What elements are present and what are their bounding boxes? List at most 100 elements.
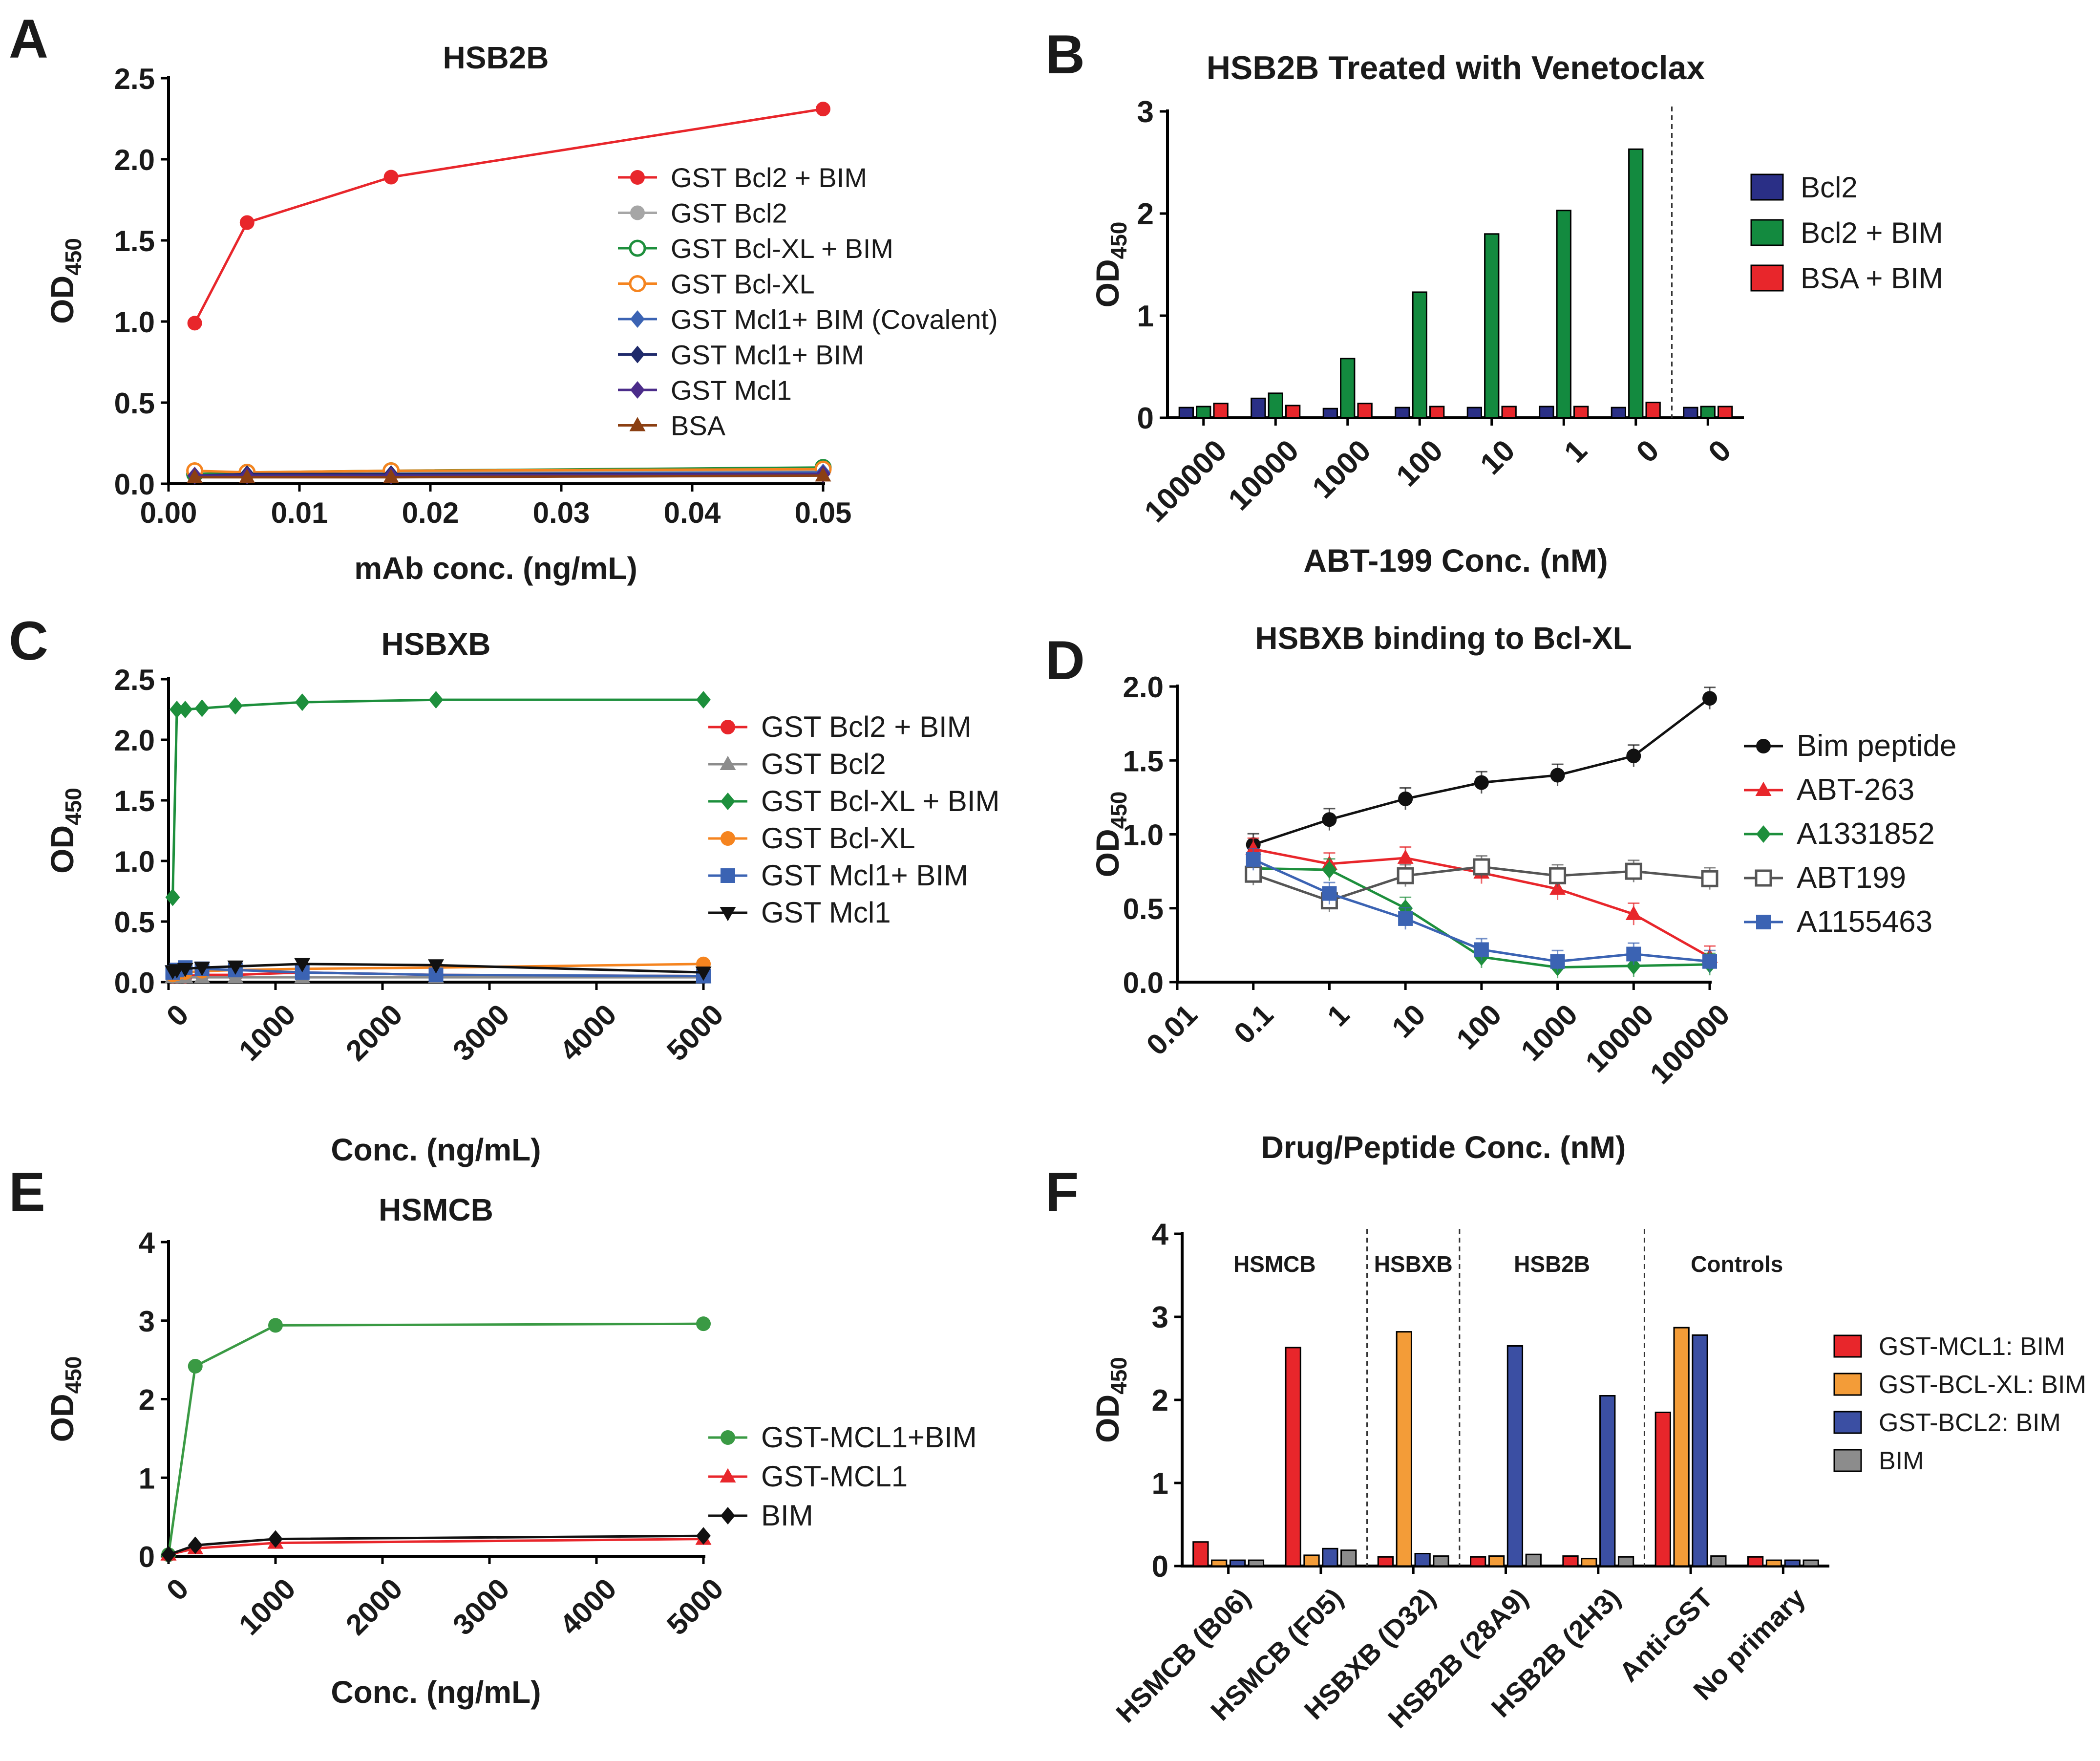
- y-axis-label-sub: 450: [1106, 792, 1131, 829]
- y-axis-label-sub: 450: [61, 238, 86, 276]
- y-axis-label-main: OD: [44, 825, 80, 874]
- chart-title: HSBXB: [381, 626, 490, 662]
- series-line: [194, 474, 824, 479]
- bar: [1765, 1559, 1782, 1567]
- data-point: [1322, 861, 1337, 879]
- data-point: [1701, 870, 1718, 887]
- y-tick-label: 0: [1137, 402, 1154, 435]
- x-tick-label: 0.00: [140, 496, 197, 529]
- y-tick-label: 2.0: [114, 724, 155, 757]
- x-tick-label: 0.02: [402, 496, 459, 529]
- panel-letter-a: A: [9, 8, 48, 69]
- data-point: [428, 959, 444, 974]
- y-axis-label: OD450: [1089, 792, 1131, 878]
- y-axis-label-main: OD: [1089, 829, 1125, 877]
- x-tick-label: 0: [1702, 433, 1738, 469]
- x-tick-label: 10: [1385, 998, 1432, 1044]
- data-point: [188, 1536, 203, 1554]
- data-point: [1626, 946, 1641, 962]
- bar: [1285, 405, 1301, 419]
- data-point: [1549, 880, 1566, 895]
- y-tick-label: 2: [1137, 197, 1154, 231]
- legend-marker: [1755, 781, 1772, 796]
- data-point: [428, 691, 444, 709]
- x-tick-label: 0.03: [533, 496, 590, 529]
- panel-a-chart: HSB2B 0.0 0.5 1.0 1.5 2.0 2.5 0.00 0.01 0.02 0.03 0…: [44, 40, 998, 586]
- x-tick-label: 100000: [1138, 433, 1233, 529]
- bar: [1573, 406, 1589, 419]
- data-point: [1397, 867, 1414, 884]
- group-label: HSB2B: [1514, 1251, 1590, 1277]
- bar: [1178, 407, 1194, 419]
- data-point: [1549, 867, 1567, 884]
- y-axis-label: OD450: [44, 1356, 86, 1442]
- y-axis-label-main: OD: [44, 1394, 80, 1442]
- x-tick-label: 2000: [339, 998, 409, 1067]
- legend-marker: [630, 345, 645, 364]
- bar: [1488, 1555, 1505, 1567]
- y-tick-label: 3: [139, 1305, 155, 1338]
- bar: [1322, 408, 1338, 419]
- bar: [1340, 1549, 1357, 1567]
- legend-marker: [721, 720, 735, 734]
- bar: [1196, 406, 1211, 419]
- data-point: [1474, 942, 1489, 957]
- y-axis-label-sub: 450: [61, 1356, 86, 1394]
- data-point: [383, 170, 399, 185]
- legend-label: GST Mcl1+ BIM (Covalent): [671, 304, 998, 335]
- y-tick-label: 2.5: [114, 664, 155, 696]
- bar: [1466, 407, 1483, 419]
- legend-swatch: [1833, 1449, 1862, 1472]
- data-point: [1474, 775, 1489, 790]
- y-tick-label: 2: [139, 1384, 155, 1417]
- x-tick-label: 1: [1558, 433, 1593, 469]
- data-point: [161, 1546, 176, 1564]
- legend-label: Bim peptide: [1797, 729, 1956, 763]
- bar: [1673, 1327, 1690, 1567]
- data-point: [1473, 858, 1490, 876]
- bar: [1692, 1334, 1708, 1567]
- x-tick-label: 0.05: [795, 496, 852, 529]
- y-tick-label: 3: [1137, 95, 1154, 129]
- legend-label: Bcl2 + BIM: [1801, 216, 1943, 249]
- legend-marker: [720, 755, 736, 770]
- group-label: HSBXB: [1374, 1251, 1453, 1277]
- legend-marker: [630, 205, 645, 220]
- data-point: [239, 215, 255, 230]
- y-tick-label: 2.5: [114, 63, 155, 95]
- data-point: [1322, 886, 1337, 901]
- x-tick-label: 0.1: [1228, 998, 1279, 1050]
- bar: [1377, 1556, 1394, 1567]
- data-point: [227, 960, 244, 975]
- series-line: [194, 468, 824, 474]
- data-point: [383, 469, 400, 483]
- legend-label: Bcl2: [1801, 171, 1858, 204]
- x-tick-label: 1: [1321, 998, 1356, 1032]
- series-line: [193, 107, 824, 324]
- legend-marker: [630, 310, 645, 328]
- x-tick-label: 0: [160, 1572, 195, 1607]
- data-point: [170, 701, 185, 718]
- legend-marker: [721, 1507, 735, 1525]
- y-tick-label: 2: [1152, 1384, 1168, 1417]
- legend-marker: [720, 907, 736, 922]
- legend-marker: [630, 381, 645, 399]
- legend-swatch: [1833, 1411, 1862, 1434]
- group-label: HSMCB: [1233, 1251, 1316, 1277]
- legend-label: A1155463: [1797, 905, 1932, 939]
- x-axis-label: Conc. (ng/mL): [331, 1675, 541, 1710]
- legend-label: ABT-263: [1797, 773, 1914, 807]
- y-tick-label: 0: [139, 1541, 155, 1573]
- legend-label: GST Bcl2 + BIM: [671, 162, 867, 193]
- data-point: [1550, 954, 1565, 969]
- legend-marker: [721, 831, 735, 846]
- x-tick-label: 4000: [553, 998, 623, 1067]
- data-point: [1246, 852, 1261, 867]
- y-tick-label: 2.0: [114, 144, 155, 176]
- legend-marker: [630, 170, 645, 185]
- panel-letter-c: C: [9, 610, 48, 671]
- data-point: [177, 963, 193, 977]
- bar: [1213, 403, 1229, 419]
- x-tick-label: 1000: [1515, 998, 1584, 1067]
